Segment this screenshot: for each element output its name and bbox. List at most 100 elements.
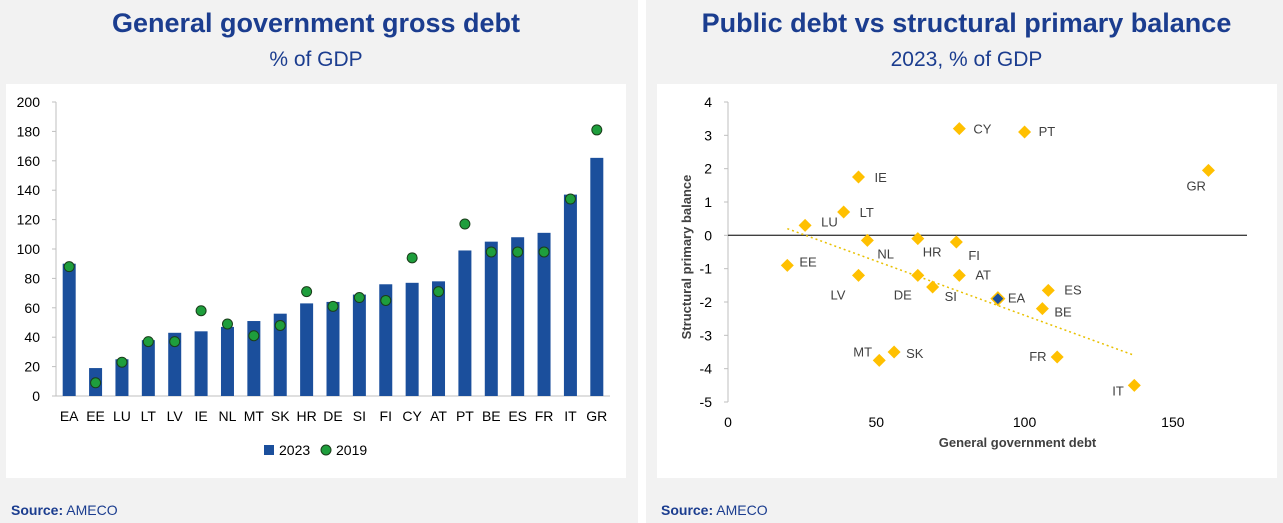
y-tick-label: -5 [700, 394, 713, 410]
bar-2023-lt [141, 340, 155, 396]
x-tick-label: 100 [1013, 414, 1037, 430]
bar-2023-pt [458, 250, 472, 396]
x-tick-label: LV [167, 408, 184, 424]
left-source-value: AMECO [66, 502, 118, 518]
marker-2019-fr [538, 246, 550, 258]
bar-2023-si [352, 294, 366, 396]
bar-chart-svg: 0 20 40 60 80 100 120 140 160 180 200 EA EE LU LT LV IE N… [17, 94, 610, 458]
debt-bar-panel: General government gross debt % of GDP 0… [0, 0, 632, 523]
left-source-note: Source: AMECO [11, 502, 118, 518]
x-tick-label: PT [456, 408, 474, 424]
x-tick-label: EE [86, 408, 105, 424]
bar-2023-lv [168, 332, 182, 396]
point-label-at: AT [975, 267, 991, 282]
point-gr [1201, 163, 1215, 177]
point-be [1035, 302, 1049, 316]
y-tick-label: 100 [17, 241, 41, 257]
point-label-fr: FR [1029, 349, 1046, 364]
x-tick-label: AT [430, 408, 447, 424]
bar-2023-it [563, 194, 577, 396]
bar-2023-ie [194, 331, 208, 396]
x-tick-label: FR [535, 408, 554, 424]
marker-2019-ie [195, 305, 207, 317]
point-label-pt: PT [1039, 124, 1056, 139]
trendline [787, 227, 1135, 357]
x-tick-label: FI [380, 408, 392, 424]
bar-chart-area: 0 20 40 60 80 100 120 140 160 180 200 EA EE LU LT LV IE N… [6, 84, 626, 478]
marker-2019-gr [591, 124, 603, 136]
y-tick-label: 40 [24, 329, 40, 345]
x-tick-label: BE [482, 408, 501, 424]
marker-2019-at [433, 286, 445, 298]
point-cy [952, 122, 966, 136]
legend-2019-swatch [320, 444, 332, 456]
x-tick-label: GR [586, 408, 607, 424]
x-tick-label: 150 [1161, 414, 1185, 430]
point-fr [1050, 350, 1064, 364]
point-ea [990, 291, 1006, 307]
y-tick-label: 200 [17, 94, 41, 110]
point-label-es: ES [1064, 282, 1082, 297]
bar-2023-gr [590, 157, 604, 396]
y-tick-label: 80 [24, 270, 40, 286]
point-label-si: SI [945, 289, 957, 304]
point-label-ee: EE [799, 254, 817, 269]
bar-2023-cy [405, 282, 419, 396]
right-source-label: Source: [661, 502, 714, 518]
debt-vs-balance-panel: Public debt vs structural primary balanc… [650, 0, 1283, 523]
right-chart-subtitle: 2023, % of GDP [890, 48, 1043, 71]
point-label-hr: HR [923, 245, 942, 260]
point-label-ie: IE [874, 170, 887, 185]
marker-2019-cy [406, 252, 418, 264]
y-axis-title: Structural primary balance [679, 175, 694, 340]
y-tick-label: 120 [17, 212, 41, 228]
marker-2019-mt [248, 330, 260, 342]
marker-2019-ee [90, 377, 102, 389]
point-lt [837, 205, 851, 219]
point-label-ea: EA [1008, 291, 1026, 306]
x-tick-label: LU [113, 408, 131, 424]
point-label-it: IT [1112, 383, 1124, 398]
point-pt [1018, 125, 1032, 139]
x-tick-label: CY [402, 408, 422, 424]
point-label-gr: GR [1186, 178, 1206, 193]
point-de [911, 268, 925, 282]
bar-2023-de [326, 301, 340, 396]
left-chart-title: General government gross debt [111, 8, 521, 38]
x-tick-label: SI [353, 408, 366, 424]
x-tick-label: 50 [868, 414, 884, 430]
y-tick-label: 60 [24, 300, 40, 316]
x-tick-label: DE [323, 408, 342, 424]
bar-2023-fi [379, 284, 393, 396]
point-label-lu: LU [821, 214, 838, 229]
x-tick-label: HR [297, 408, 317, 424]
y-tick-label: -4 [700, 361, 713, 377]
y-tick-label: 4 [704, 94, 712, 110]
marker-2019-es [512, 246, 524, 258]
left-chart-subtitle: % of GDP [269, 48, 363, 71]
panel-divider [638, 0, 646, 523]
marker-2019-de [327, 300, 339, 312]
point-mt [872, 353, 886, 367]
y-tick-label: 0 [32, 388, 40, 404]
point-it [1127, 378, 1141, 392]
x-tick-label: 0 [724, 414, 732, 430]
legend-2023-swatch [264, 445, 274, 455]
marker-2019-fi [380, 294, 392, 306]
legend-2019-label: 2019 [336, 442, 367, 458]
point-label-cy: CY [973, 122, 991, 137]
x-tick-label: ES [508, 408, 527, 424]
bar-2023-at [432, 281, 446, 396]
marker-2019-lt [142, 336, 154, 348]
bar-2023-nl [220, 326, 234, 396]
y-tick-label: -3 [700, 327, 713, 343]
right-chart-title: Public debt vs structural primary balanc… [701, 8, 1232, 38]
point-sk [887, 345, 901, 359]
marker-2019-hr [301, 286, 313, 298]
point-es [1041, 283, 1055, 297]
x-tick-label: MT [244, 408, 265, 424]
point-label-lt: LT [860, 205, 874, 220]
bar-2023-lu [115, 359, 129, 396]
x-tick-label: IE [194, 408, 207, 424]
scatter-chart-area: 4 3 2 1 0 -1 -2 -3 -4 -5 0 50 100 150 General governme… [657, 84, 1277, 478]
